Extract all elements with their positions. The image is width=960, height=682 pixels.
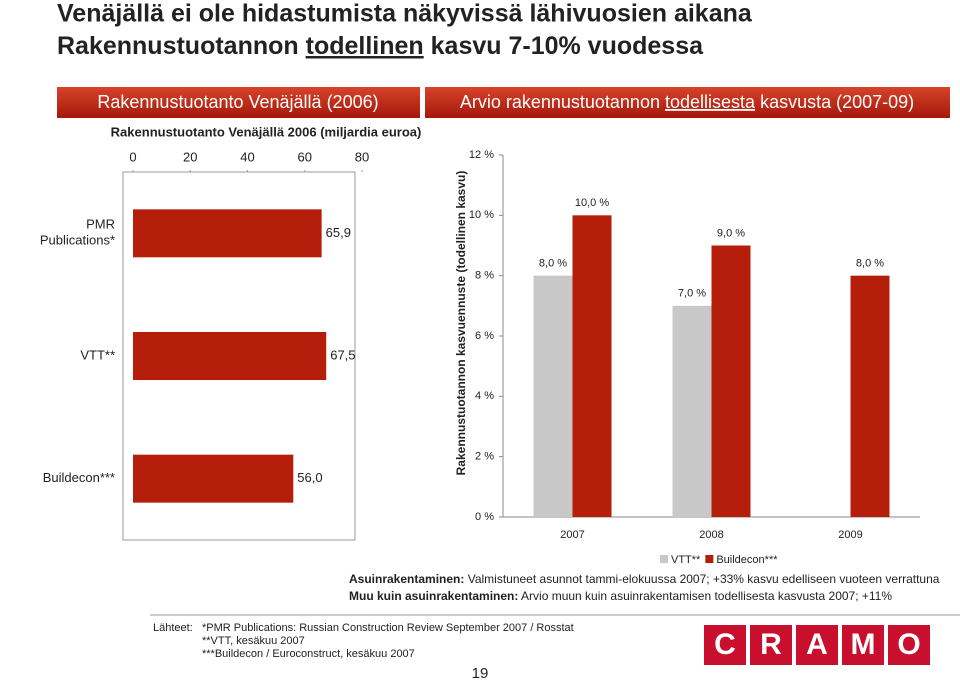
bar [133,209,322,258]
note: Asuinrakentaminen: Valmistuneet asunnot … [349,572,940,586]
source: ***Buildecon / Euroconstruct, kesäkuu 20… [202,648,415,660]
chart-title: Rakennustuotanto Venäjällä 2006 (miljard… [111,124,422,139]
title-line: Rakennustuotannon todellinen kasvu 7-10%… [57,32,704,60]
note-label: Asuinrakentaminen: [349,572,464,586]
bar [572,215,612,518]
x-tick-label: 0 [129,149,136,164]
logo-letter: C [714,628,736,661]
value-label: 8,0 % [539,258,567,270]
x-tick-label: 20 [183,149,197,164]
banner [57,87,420,118]
y-tick-label: VTT** [80,347,115,362]
value-label: 10,0 % [575,197,609,209]
value-label: 65,9 [326,225,351,240]
x-tick-label: 2008 [699,529,723,541]
banner-part: kasvusta (2007-09) [760,92,914,112]
bar [850,275,890,517]
title-part: todellinen [306,32,424,60]
legend-label: Buildecon*** [716,554,778,566]
legend-swatch [705,555,714,563]
y-axis-label: Rakennustuotannon kasvuennuste (todellin… [454,171,468,476]
logo-letter: O [897,628,920,661]
value-label: 8,0 % [856,258,884,270]
title-part: kasvu 7-10% vuodessa [431,32,704,60]
bar [133,454,294,503]
x-tick-label: 2007 [560,529,584,541]
logo-tile [888,625,930,665]
logo-tile [842,625,884,665]
logo-letter: R [760,628,782,661]
note-text: Valmistuneet asunnot tammi-elokuussa 200… [468,572,940,586]
note-text: Arvio muun kuin asuinrakentamisen todell… [521,589,892,603]
bar [133,332,327,380]
banner-text: Rakennustuotanto Venäjällä (2006) [97,92,378,112]
sources-label: Lähteet: [153,622,193,634]
y-tick-label: 6 % [475,330,494,342]
bar [672,305,712,517]
page-number: 19 [472,665,489,682]
y-tick-label: PMR Publications* [40,217,115,248]
y-tick-label: 4 % [475,390,494,402]
logo-tile [750,625,792,665]
x-tick-label: 60 [298,149,312,164]
y-tick-label: Buildecon*** [43,470,115,485]
legend-swatch [660,555,668,563]
y-tick-label: 2 % [475,451,494,463]
banner [425,87,950,118]
y-tick-label: 8 % [475,270,494,282]
banner-part: todellisesta [665,92,756,112]
y-tick-label: 0 % [475,511,494,523]
source: **VTT, kesäkuu 2007 [202,635,305,647]
bar [711,245,751,517]
banner-part: Arvio rakennustuotannon [460,92,660,112]
x-tick-label: 80 [355,149,369,164]
y-tick-label: 12 % [469,149,494,161]
value-label: 9,0 % [717,227,745,239]
plot-frame [122,171,356,541]
y-tick-label: 10 % [469,209,494,221]
value-label: 67,5 [330,347,355,362]
title-part: Rakennustuotannon [57,32,299,60]
note: Muu kuin asuinrakentaminen: Arvio muun k… [349,589,892,603]
x-tick-label: 40 [240,149,254,164]
source: *PMR Publications: Russian Construction … [202,622,574,634]
logo-tile [704,625,746,665]
logo-letter: A [806,628,828,661]
title-line: Venäjällä ei ole hidastumista näkyvissä … [57,0,753,28]
x-tick-label: 2009 [838,529,862,541]
bar [533,275,573,517]
logo-letter: M [851,628,876,661]
value-label: 56,0 [297,470,322,485]
logo-tile [796,625,838,665]
legend-label: VTT** [671,554,701,566]
value-label: 7,0 % [678,288,706,300]
note-label: Muu kuin asuinrakentaminen: [349,589,518,603]
banner-text: Arvio rakennustuotannon todellisesta kas… [460,92,914,112]
